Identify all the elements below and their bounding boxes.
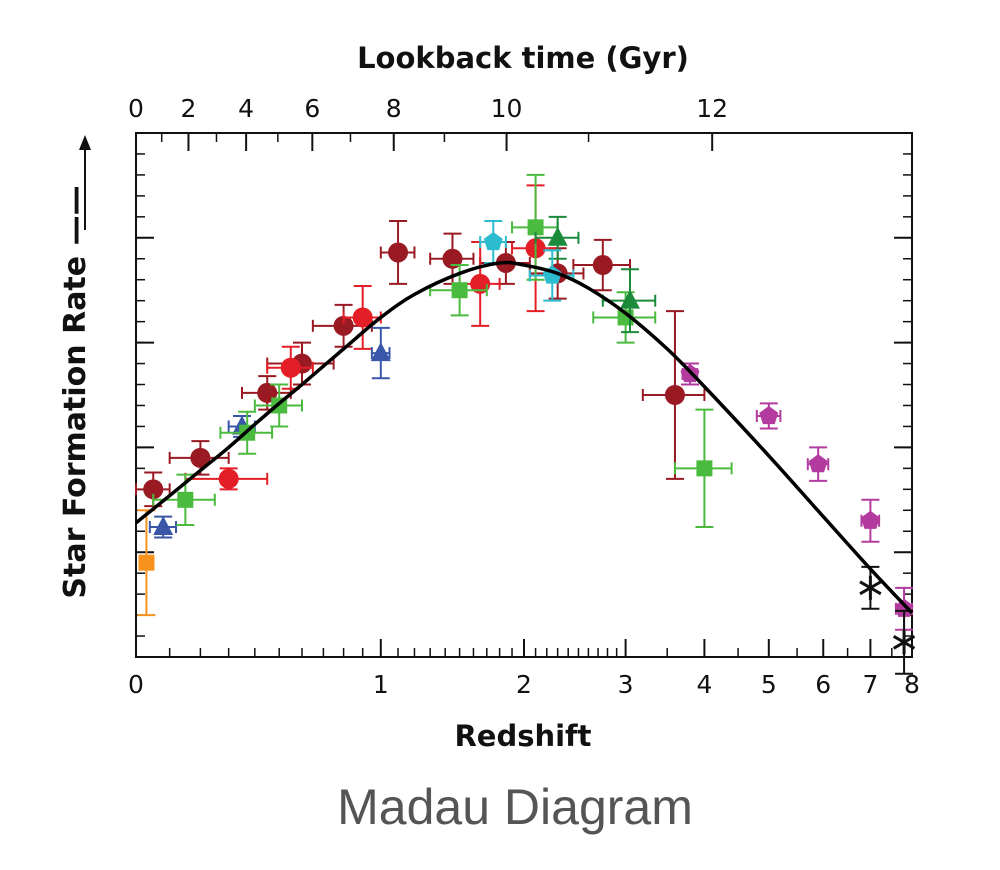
data-point-group (673, 408, 733, 529)
data-point-group (137, 509, 156, 617)
data-point-marker (370, 342, 391, 362)
data-point-marker (808, 454, 828, 473)
x-tick-label: 0 (128, 670, 144, 699)
top-axis-title: Lookback time (Gyr) (357, 41, 689, 75)
x-tick-label: 2 (516, 670, 532, 699)
data-point-marker (190, 447, 211, 468)
x-tick-label: 4 (696, 670, 712, 699)
x-tick-label: 3 (618, 670, 634, 699)
x-axis-title: Redshift (454, 719, 591, 753)
data-point-group (892, 609, 916, 675)
data-point-marker (860, 510, 880, 529)
data-point-marker (333, 315, 354, 336)
data-point-group (859, 565, 882, 610)
plot-area: 0 1 2 3 4 5 6 7 80 2 4 6 8 10 12 (79, 94, 920, 699)
x-tick-label: 8 (904, 670, 920, 699)
data-point-group (572, 238, 631, 292)
data-point-group (168, 440, 230, 476)
data-point-marker (442, 248, 463, 269)
data-point-marker (451, 282, 468, 299)
data-point-marker (592, 255, 613, 276)
data-point-marker (218, 468, 239, 489)
data-point-marker (759, 406, 779, 425)
top-tick-label: 4 (238, 94, 254, 123)
data-point-group (379, 220, 416, 285)
data-point-group (266, 345, 314, 390)
top-tick-label: 12 (696, 94, 728, 123)
y-axis-arrow-head (79, 135, 91, 150)
top-tick-label: 2 (181, 94, 197, 123)
data-point-group (641, 310, 706, 480)
data-point-group (601, 268, 657, 334)
top-tick-label: 10 (491, 94, 523, 123)
data-point-marker (696, 460, 713, 477)
data-point-marker (352, 307, 373, 328)
data-point-marker (483, 232, 503, 251)
data-point-marker (892, 630, 916, 655)
data-point-marker (177, 491, 194, 508)
x-tick-label: 5 (761, 670, 777, 699)
data-point-marker (470, 273, 491, 294)
data-point-marker (138, 554, 155, 571)
top-tick-label: 0 (128, 94, 144, 123)
data-point-marker (527, 219, 544, 236)
y-axis-title: Star Formation Rate —— (58, 185, 93, 598)
top-tick-label: 6 (304, 94, 320, 123)
fit-curve (134, 260, 914, 615)
data-point-marker (153, 516, 174, 536)
data-point-marker (388, 242, 409, 263)
x-tick-label: 1 (373, 670, 389, 699)
data-point-group (342, 285, 382, 350)
data-point-marker (664, 385, 685, 405)
data-point-group (148, 515, 178, 539)
x-tick-label: 7 (862, 670, 878, 699)
data-point-marker (894, 598, 914, 617)
data-point-marker (619, 289, 640, 309)
data-point-marker (280, 357, 301, 378)
x-tick-label: 6 (815, 670, 831, 699)
data-point-marker (859, 575, 882, 600)
data-point-group (266, 341, 335, 386)
figure-caption: Madau Diagram (337, 779, 693, 835)
data-point-marker (143, 479, 164, 500)
data-point-group (370, 326, 391, 380)
plot-frame (135, 132, 913, 658)
top-tick-label: 8 (386, 94, 402, 123)
data-point-group (806, 446, 830, 482)
data-point-group (755, 402, 782, 430)
data-point-marker (547, 226, 568, 246)
data-point-group (860, 498, 881, 543)
